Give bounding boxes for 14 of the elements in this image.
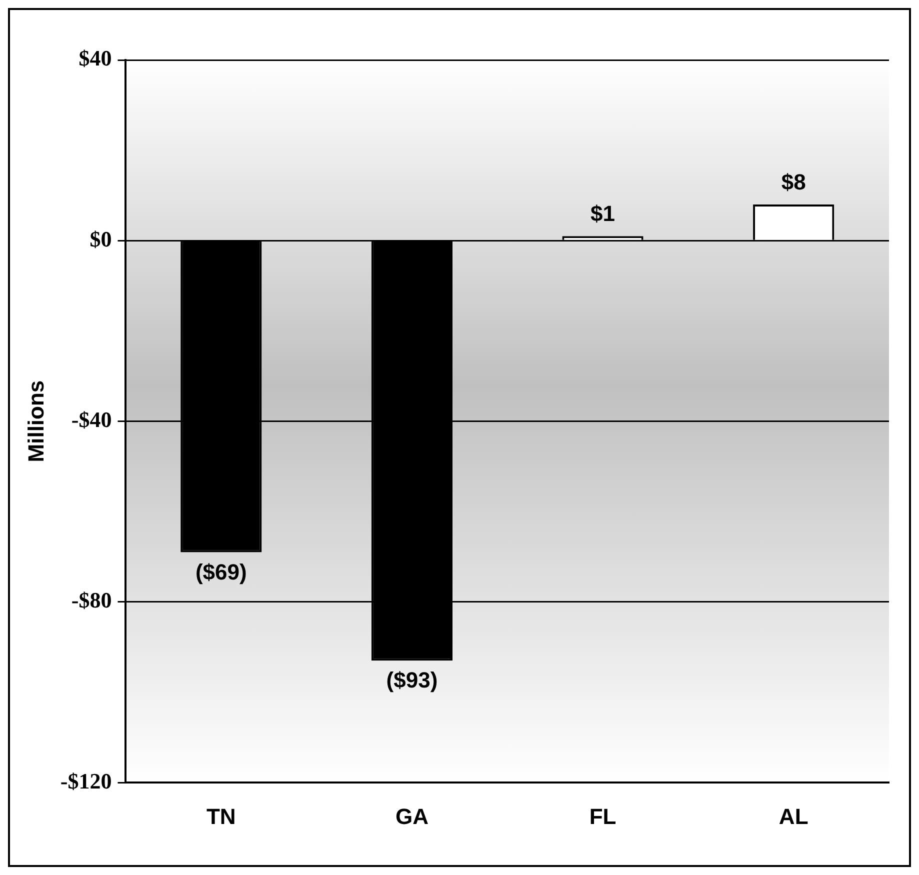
data-label: ($69) bbox=[195, 559, 247, 584]
y-tick-label: -$120 bbox=[60, 768, 112, 794]
data-label: $1 bbox=[590, 201, 616, 226]
y-tick-label: -$80 bbox=[71, 588, 112, 613]
x-tick-label: GA bbox=[395, 804, 429, 829]
y-tick-label: $0 bbox=[90, 226, 112, 252]
x-tick-label: FL bbox=[589, 804, 616, 829]
data-label: ($93) bbox=[386, 668, 438, 693]
x-tick-label: AL bbox=[778, 804, 808, 829]
y-axis-title: Millions bbox=[23, 380, 48, 462]
y-tick-label: -$40 bbox=[71, 406, 112, 432]
x-tick-label: TN bbox=[206, 804, 236, 829]
data-label: $8 bbox=[781, 170, 806, 195]
y-tick-label: $40 bbox=[78, 46, 112, 71]
